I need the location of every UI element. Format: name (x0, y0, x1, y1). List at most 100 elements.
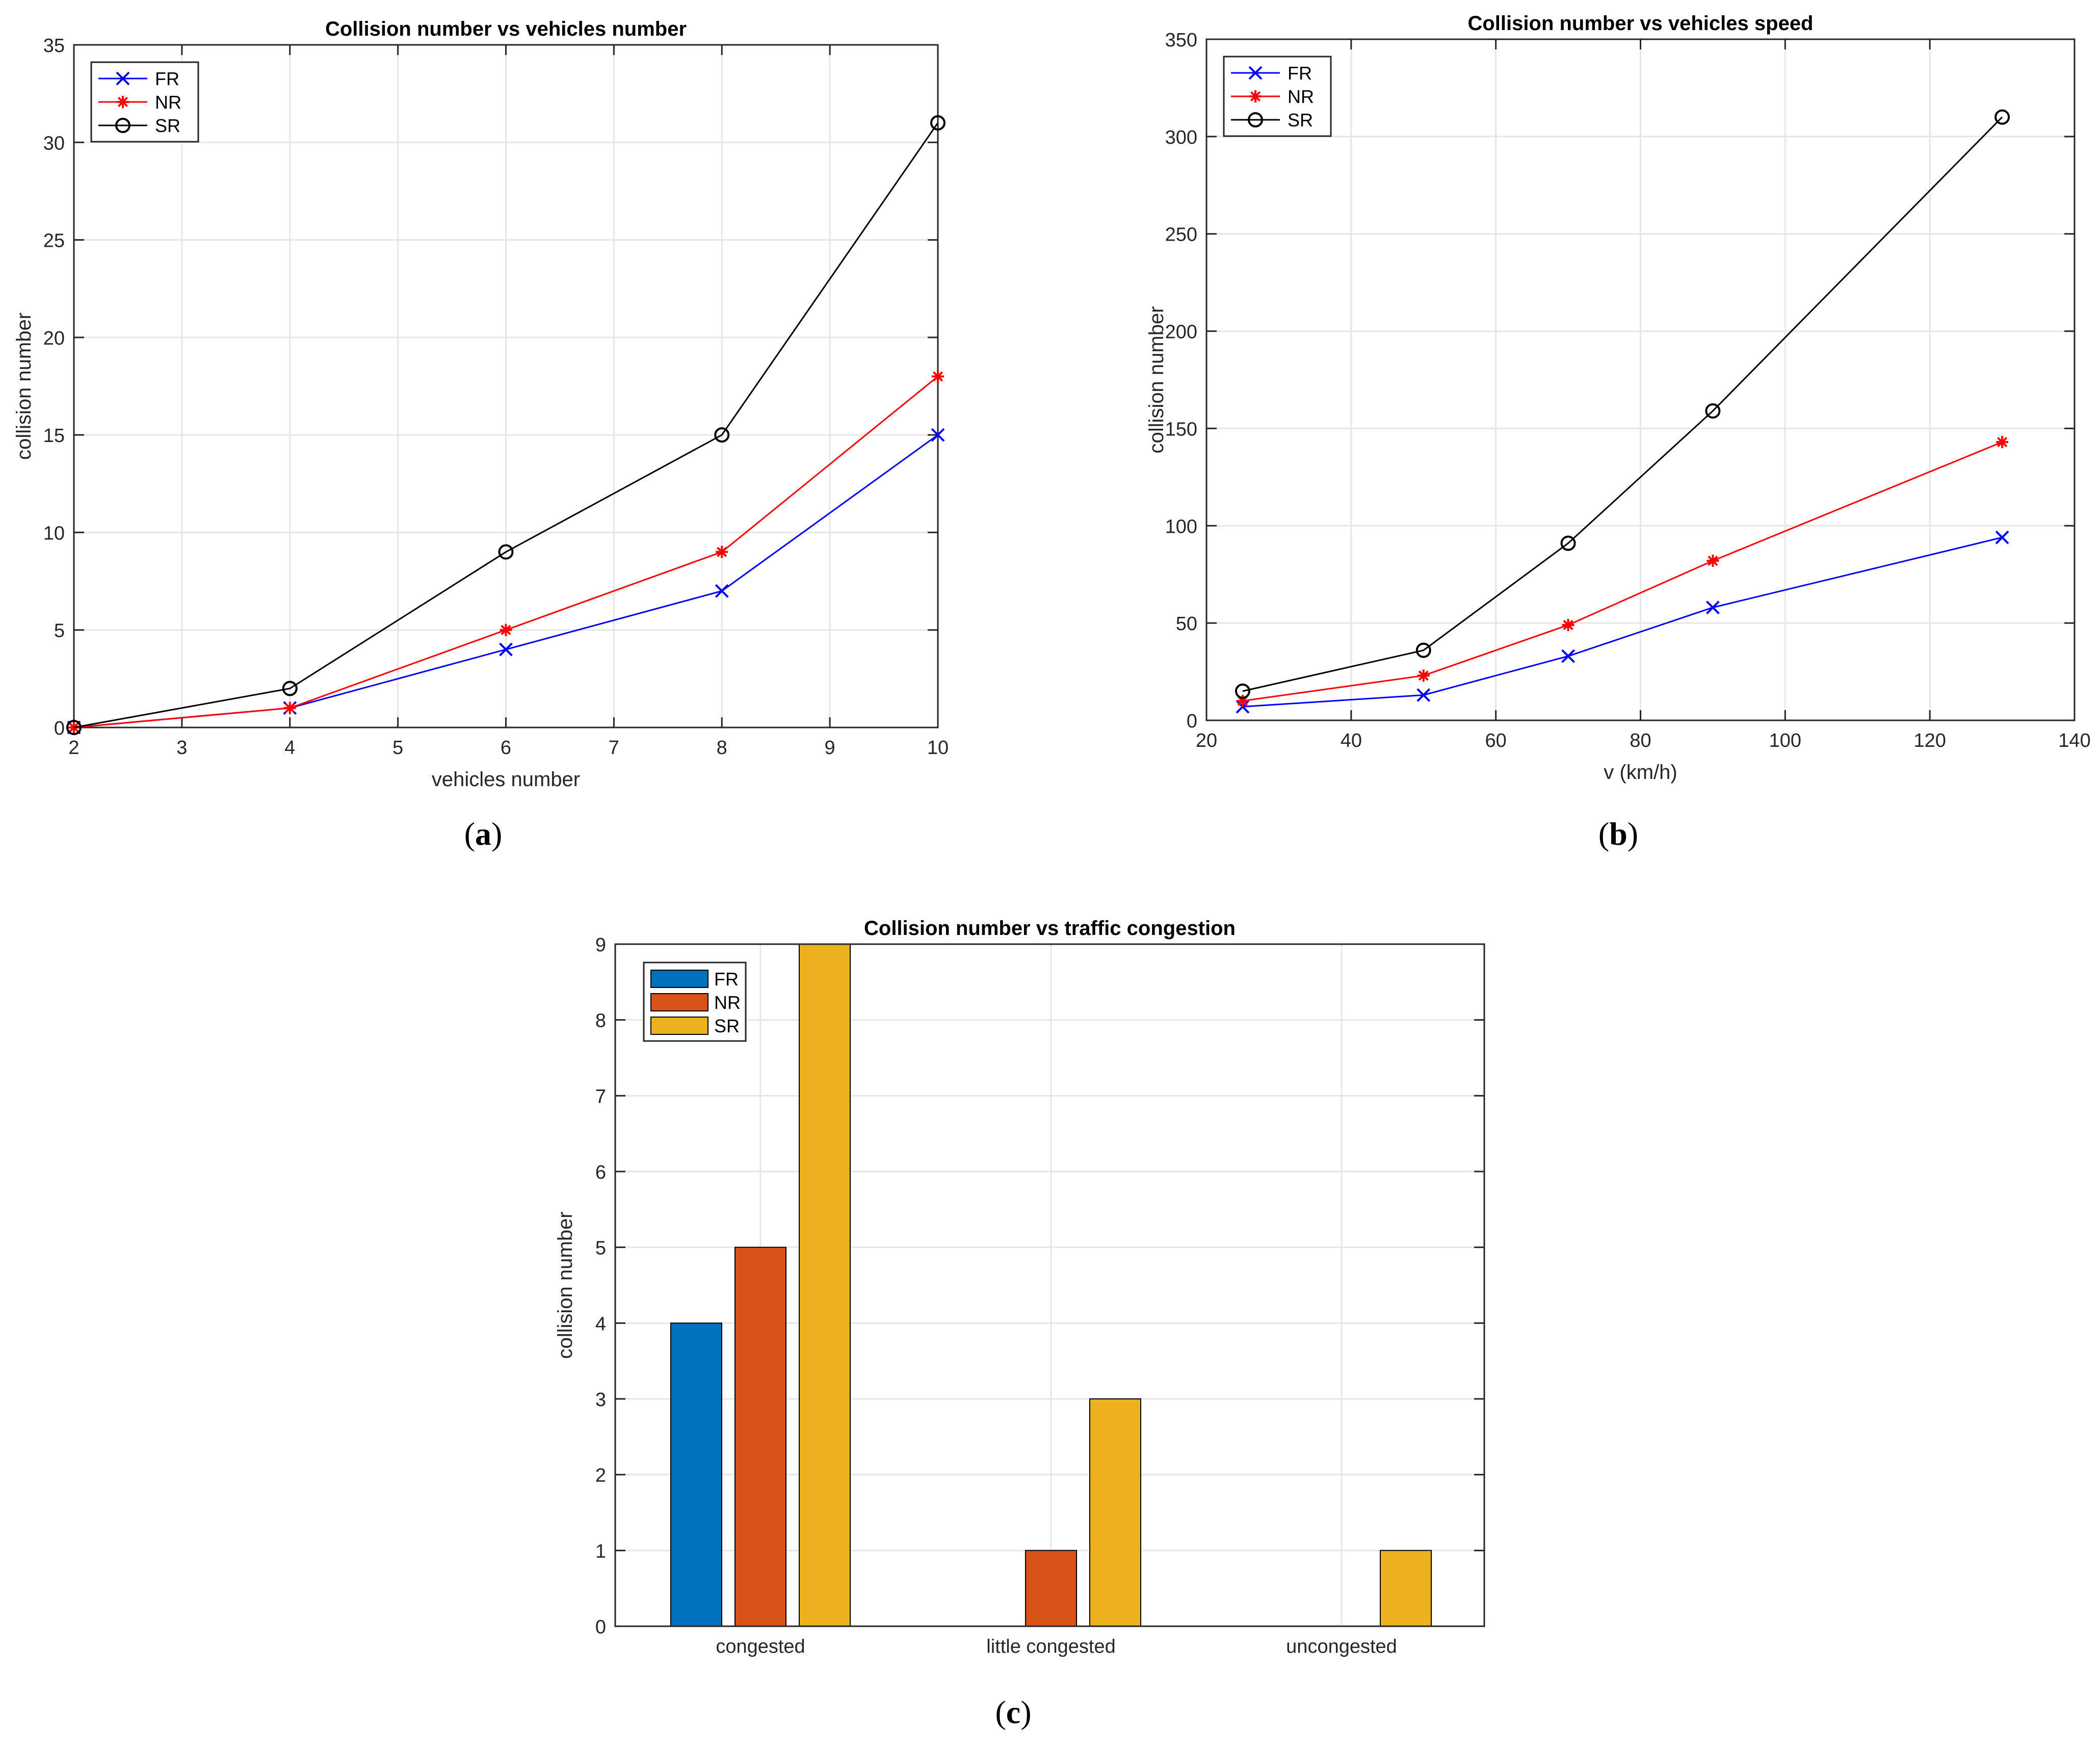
chart-b-point-nr (1236, 694, 1249, 707)
chart-c-legend-swatch-sr (650, 1017, 708, 1035)
chart-b-point-sr (1235, 683, 1250, 699)
chart-b-point-fr (1995, 530, 2009, 544)
chart-a-y-tick-label: 30 (43, 133, 65, 154)
chart-a-x-tick-label: 6 (501, 737, 511, 759)
chart-c-y-tick-label: 1 (595, 1541, 606, 1562)
chart-b-y-tick-label: 50 (1176, 613, 1197, 635)
chart-c-bar-sr (1380, 1550, 1432, 1627)
chart-a-point-sr (282, 681, 298, 696)
chart-b-x-axis-label: v (km/h) (1604, 761, 1677, 784)
chart-b-point-nr (1996, 436, 2009, 449)
chart-c-axes-box-top (614, 943, 1485, 1627)
chart-a-y-tick-label: 15 (43, 425, 65, 447)
chart-a-series-line-sr (73, 122, 939, 729)
chart-b-legend-label-fr: FR (1288, 63, 1312, 84)
chart-a-point-fr (931, 428, 945, 442)
chart-a-x-tick-label: 4 (284, 737, 295, 759)
chart-c-collision-vs-congestion: 0 1 2 3 4 5 6 7 8 9 Collision number vs traffic co… (554, 917, 1485, 1657)
chart-b-point-nr (1417, 669, 1430, 682)
chart-c-title: Collision number vs traffic congestion (864, 917, 1236, 940)
chart-a-x-tick-label: 5 (392, 737, 403, 759)
chart-b-point-fr (1561, 649, 1575, 663)
chart-a-y-tick-label: 10 (43, 523, 65, 544)
chart-b-x-tick-label: 140 (2058, 730, 2090, 751)
chart-a-y-tick-label: 20 (43, 328, 65, 349)
chart-b-legend-marker-fr (1248, 66, 1263, 80)
chart-a-point-sr (66, 720, 82, 735)
chart-b-legend-label-sr: SR (1288, 110, 1313, 131)
chart-a-collision-vs-vehicles-number: 0 5 10 15 20 25 30 35 2 3 4 5 6 7 8 9 10 Collision number… (13, 18, 949, 791)
chart-c-y-axis-label: collision number (554, 1211, 576, 1359)
chart-a-x-tick-label: 8 (717, 737, 727, 759)
chart-b-y-tick-label: 150 (1165, 419, 1197, 440)
chart-b-x-tick-label: 40 (1341, 730, 1362, 751)
chart-a-legend-label-sr: SR (155, 115, 180, 136)
chart-a-legend-marker-sr (115, 118, 130, 133)
chart-a-legend-marker-fr (116, 71, 130, 86)
chart-a-x-tick-label: 3 (176, 737, 187, 759)
caption-a: (a) (464, 816, 503, 852)
chart-b-y-tick-label: 300 (1165, 127, 1197, 148)
chart-b-x-tick-label: 120 (1913, 730, 1946, 751)
chart-c-category-label: congested (716, 1636, 805, 1657)
chart-a-point-nr (283, 701, 296, 714)
chart-c-category-label: little congested (986, 1636, 1116, 1657)
chart-c-y-tick-label: 0 (595, 1617, 606, 1638)
chart-b-x-tick-label: 20 (1196, 730, 1217, 751)
chart-a-x-tick-label: 10 (927, 737, 949, 759)
chart-a-point-fr (715, 584, 729, 598)
chart-c-category-label: uncongested (1286, 1636, 1397, 1657)
chart-b-series-line-sr (1242, 116, 2003, 692)
chart-c-y-tick-label: 4 (595, 1313, 606, 1335)
chart-a-title: Collision number vs vehicles number (325, 18, 687, 40)
chart-b-point-sr (1415, 642, 1431, 658)
chart-a-x-tick-label: 2 (68, 737, 79, 759)
chart-a-y-tick-label: 35 (43, 35, 65, 57)
chart-c-legend-swatch-fr (650, 970, 708, 988)
chart-b-legend-label-nr: NR (1288, 86, 1314, 107)
chart-c-legend-swatch-nr (650, 993, 708, 1011)
chart-a-x-axis-label: vehicles number (432, 768, 580, 791)
chart-a-point-sr (714, 427, 730, 443)
chart-b-legend-marker-sr (1248, 112, 1263, 127)
chart-b-point-sr (1994, 109, 2010, 125)
chart-c-bar-sr (799, 944, 851, 1627)
chart-c-y-tick-label: 9 (595, 934, 606, 956)
chart-c-legend-label-nr: NR (714, 992, 741, 1013)
chart-c-y-tick-label: 6 (595, 1162, 606, 1183)
caption-c: (c) (995, 1694, 1031, 1730)
chart-b-y-tick-label: 250 (1165, 224, 1197, 246)
chart-b-collision-vs-speed: 0 50 100 150 200 250 300 350 20 40 60 80 100 120 140 Co… (1145, 12, 2091, 784)
chart-b-point-nr (1707, 554, 1719, 567)
chart-b-point-fr (1416, 688, 1431, 702)
chart-a-point-fr (499, 642, 513, 657)
chart-a-point-sr (498, 544, 514, 560)
chart-a-point-sr (930, 115, 946, 131)
chart-c-y-tick-label: 3 (595, 1389, 606, 1411)
chart-c-bar-nr (734, 1246, 786, 1627)
chart-b-title: Collision number vs vehicles speed (1467, 12, 1813, 35)
chart-c-y-tick-label: 5 (595, 1238, 606, 1259)
caption-b: (b) (1598, 816, 1638, 852)
chart-a-legend-marker-nr (117, 96, 129, 108)
chart-b-y-axis-label: collision number (1145, 306, 1168, 453)
chart-c-bar-nr (1025, 1550, 1077, 1627)
chart-a-point-nr (932, 370, 944, 383)
chart-a-y-tick-label: 25 (43, 230, 65, 252)
chart-a-x-tick-label: 7 (609, 737, 619, 759)
chart-a-point-nr (716, 545, 728, 558)
chart-c-legend-label-fr: FR (714, 969, 739, 990)
chart-b-x-tick-label: 80 (1630, 730, 1651, 751)
chart-b-legend-marker-nr (1249, 90, 1262, 102)
chart-b-point-fr (1706, 601, 1720, 615)
chart-b-x-tick-label: 100 (1769, 730, 1801, 751)
chart-a-legend-label-fr: FR (155, 68, 179, 89)
chart-b-y-tick-label: 100 (1165, 516, 1197, 537)
chart-b-y-tick-label: 0 (1187, 711, 1197, 732)
chart-c-y-tick-label: 8 (595, 1010, 606, 1032)
chart-c-y-tick-label: 7 (595, 1086, 606, 1107)
chart-c-bar-sr (1089, 1398, 1141, 1627)
chart-c-legend-label-sr: SR (714, 1016, 740, 1036)
chart-c-y-tick-label: 2 (595, 1465, 606, 1487)
